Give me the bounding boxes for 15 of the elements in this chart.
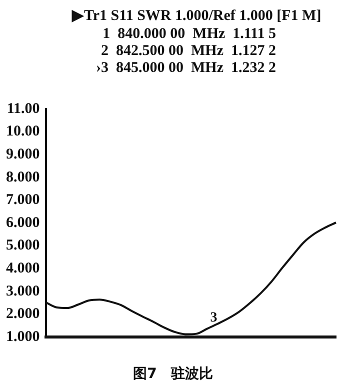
y-tick-label: 6.000	[6, 214, 40, 231]
caption: 图7 驻波比	[132, 365, 214, 383]
y-tick-label: 9.000	[6, 146, 40, 162]
chart-subtitle: 1 840.000 00 MHz 1.111 5 2 842.500 00 MHz 1.127 2 ›3 845.000 00 MHz 1.232 2	[96, 26, 276, 77]
y-tick-label: 10.00	[6, 124, 40, 140]
annotation: 3	[210, 310, 218, 326]
y-tick-label: 8.000	[6, 169, 40, 186]
y-tick-label: 11.00	[6, 100, 40, 117]
y-tick-label: 5.000	[6, 238, 40, 254]
y-tick-label: 2.000	[6, 306, 40, 322]
y-tick-label: 7.000	[6, 192, 40, 208]
chart-title: ▶Tr1 S11 SWR 1.000/Ref 1.000 [F1 M]	[72, 7, 322, 25]
y-tick-label: 1.000	[6, 328, 40, 345]
y-tick-label: 4.000	[6, 260, 40, 276]
y-tick-label: 3.000	[6, 283, 40, 300]
